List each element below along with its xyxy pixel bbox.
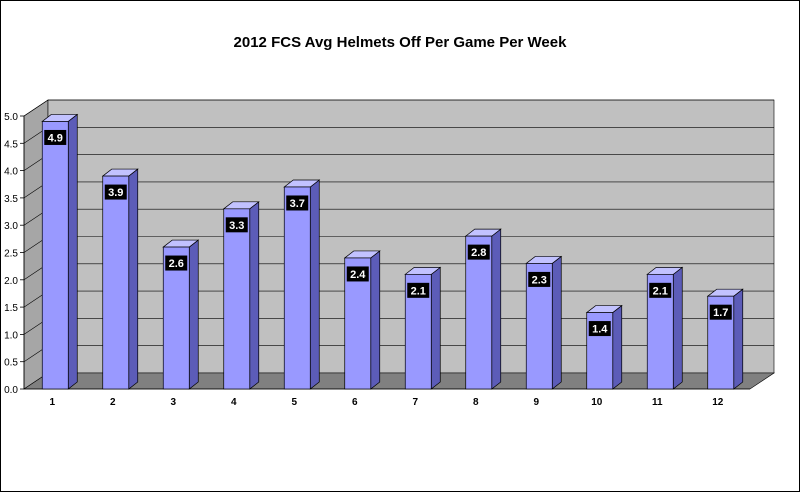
bar-side [188,239,199,390]
data-label: 2.6 [169,258,184,270]
data-label-bg [104,184,127,200]
data-label: 3.7 [290,198,305,210]
data-label-bg [44,129,67,145]
x-tick-label: 8 [473,397,479,408]
bar-side [128,168,139,390]
bar-side [612,304,623,390]
data-label: 2.4 [350,269,366,281]
data-label-bg [346,266,369,282]
bar-side [733,288,744,390]
y-tick-label: 2.0 [4,276,18,287]
data-label-bg [407,282,430,298]
data-label-bg [709,304,732,320]
bar [465,235,493,390]
x-tick-label: 3 [170,397,176,408]
data-label-bg [649,282,672,298]
bar [223,208,251,390]
data-labels: 4.9 3.9 2.6 3.3 3.7 2.4 2.1 2.8 2.3 1.4 2.1 1.7 [44,129,732,337]
data-label-bg [165,255,188,271]
bar [102,175,130,390]
y-tick-label: 4.5 [4,139,18,150]
data-label: 2.8 [471,247,486,259]
data-label: 2.1 [653,285,668,297]
x-axis-ticks: 1 2 3 4 5 6 7 8 9 10 11 12 [49,397,723,408]
data-label: 1.7 [713,307,728,319]
x-tick-label: 5 [291,397,297,408]
data-label: 4.9 [48,132,63,144]
y-tick-label: 2.5 [4,249,18,260]
x-tick-label: 2 [110,397,116,408]
y-tick-label: 1.0 [4,330,18,341]
y-tick-label: 0.0 [4,385,18,396]
x-tick-label: 11 [652,397,663,408]
y-tick-label: 5.0 [4,112,18,123]
bar-side [551,255,562,390]
bar-side [491,228,502,390]
x-tick-label: 1 [49,397,55,408]
x-tick-label: 4 [231,397,237,408]
x-tick-label: 12 [712,397,724,408]
data-label: 2.1 [411,285,426,297]
bar-side [370,250,381,390]
data-label-bg [588,321,611,337]
data-label: 2.3 [532,274,547,286]
x-tick-label: 7 [412,397,418,408]
y-axis-ticks: 0.0 0.5 1.0 1.5 2.0 2.5 3.0 3.5 4.0 4.5 5.0 [4,112,18,396]
bar-side [67,113,78,390]
data-label-bg [286,195,309,211]
x-tick-label: 10 [591,397,603,408]
data-label-bg [467,244,490,260]
bar-side [430,266,441,390]
bar [283,186,311,390]
grid-line-diag [23,99,49,117]
data-label-bg [528,271,551,287]
bar [162,246,190,390]
x-tick-label: 9 [533,397,539,408]
y-tick-label: 0.5 [4,358,18,369]
y-tick-label: 4.0 [4,167,18,178]
data-label: 3.9 [108,187,123,199]
bar-side [672,266,683,390]
chart-title: 2012 FCS Avg Helmets Off Per Game Per We… [233,34,567,51]
x-tick-label: 6 [352,397,358,408]
data-label: 3.3 [229,220,244,232]
y-tick-label: 3.5 [4,194,18,205]
y-tick-label: 3.0 [4,221,18,232]
data-label-bg [225,217,248,233]
bar [41,121,69,390]
data-label: 1.4 [592,324,608,336]
bar-side [309,179,320,390]
y-tick-label: 1.5 [4,303,18,314]
bar-side [249,201,260,390]
